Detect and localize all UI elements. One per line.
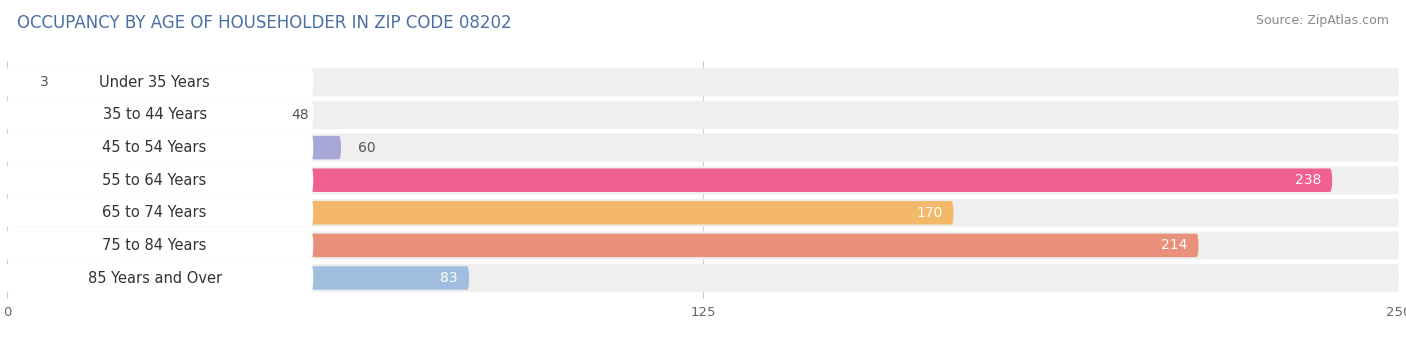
Text: 3: 3: [41, 75, 49, 89]
Text: 60: 60: [357, 141, 375, 155]
FancyBboxPatch shape: [7, 199, 1399, 227]
Text: Source: ZipAtlas.com: Source: ZipAtlas.com: [1256, 14, 1389, 27]
FancyBboxPatch shape: [7, 103, 274, 127]
FancyBboxPatch shape: [7, 266, 470, 290]
FancyBboxPatch shape: [7, 168, 1331, 192]
Text: 238: 238: [1295, 173, 1322, 187]
Text: Under 35 Years: Under 35 Years: [100, 75, 209, 90]
FancyBboxPatch shape: [0, 232, 314, 259]
FancyBboxPatch shape: [7, 234, 1198, 257]
Text: 75 to 84 Years: 75 to 84 Years: [103, 238, 207, 253]
Text: 48: 48: [291, 108, 308, 122]
Text: OCCUPANCY BY AGE OF HOUSEHOLDER IN ZIP CODE 08202: OCCUPANCY BY AGE OF HOUSEHOLDER IN ZIP C…: [17, 14, 512, 32]
FancyBboxPatch shape: [0, 166, 314, 194]
FancyBboxPatch shape: [7, 68, 1399, 97]
FancyBboxPatch shape: [7, 136, 342, 159]
Text: 45 to 54 Years: 45 to 54 Years: [103, 140, 207, 155]
Text: 83: 83: [440, 271, 458, 285]
FancyBboxPatch shape: [0, 101, 314, 129]
FancyBboxPatch shape: [0, 134, 314, 162]
Text: 35 to 44 Years: 35 to 44 Years: [103, 107, 207, 122]
Text: 85 Years and Over: 85 Years and Over: [87, 271, 222, 286]
FancyBboxPatch shape: [7, 71, 24, 94]
FancyBboxPatch shape: [7, 201, 953, 224]
FancyBboxPatch shape: [0, 264, 314, 292]
Text: 65 to 74 Years: 65 to 74 Years: [103, 205, 207, 220]
FancyBboxPatch shape: [0, 68, 314, 97]
Text: 55 to 64 Years: 55 to 64 Years: [103, 173, 207, 188]
FancyBboxPatch shape: [7, 101, 1399, 129]
FancyBboxPatch shape: [7, 232, 1399, 259]
FancyBboxPatch shape: [7, 264, 1399, 292]
Text: 170: 170: [917, 206, 942, 220]
FancyBboxPatch shape: [7, 134, 1399, 162]
Text: 214: 214: [1161, 238, 1188, 252]
FancyBboxPatch shape: [0, 199, 314, 227]
FancyBboxPatch shape: [7, 166, 1399, 194]
